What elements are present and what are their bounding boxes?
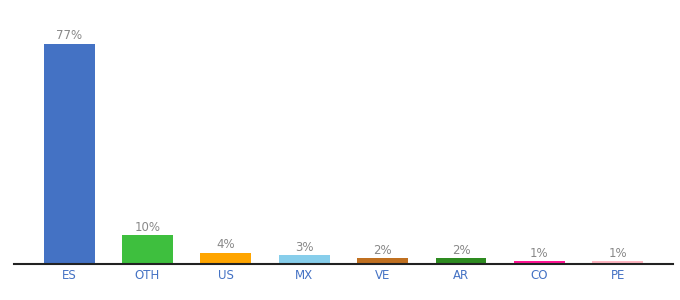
Text: 1%: 1% [609, 247, 627, 260]
Text: 4%: 4% [216, 238, 235, 251]
Bar [592, 261, 643, 264]
Text: 3%: 3% [295, 241, 313, 254]
Bar [44, 44, 95, 264]
Text: 10%: 10% [135, 221, 160, 234]
Text: 1%: 1% [530, 247, 549, 260]
Bar [201, 253, 252, 264]
Text: 2%: 2% [452, 244, 471, 257]
Text: 2%: 2% [373, 244, 392, 257]
Text: 77%: 77% [56, 29, 82, 42]
Bar [514, 261, 565, 264]
Bar [435, 258, 486, 264]
Bar [357, 258, 408, 264]
Bar [122, 236, 173, 264]
Bar [279, 255, 330, 264]
